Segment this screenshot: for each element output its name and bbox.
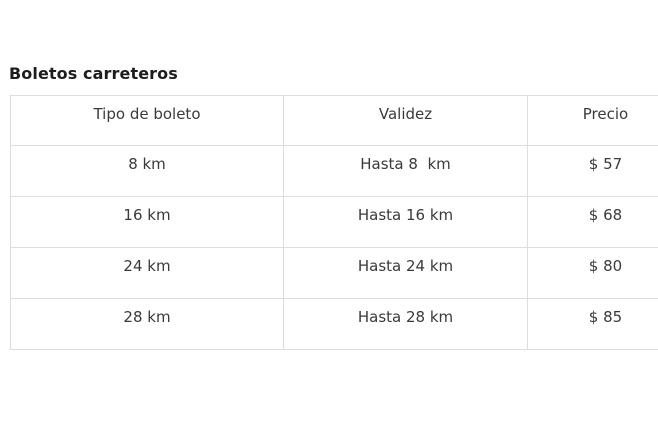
table-row: 8 km Hasta 8 km $ 57 <box>10 145 658 197</box>
cell-validez: Hasta 24 km <box>283 247 528 299</box>
cell-precio: $ 85 <box>527 298 658 350</box>
cell-precio: $ 80 <box>527 247 658 299</box>
cell-validez: Hasta 28 km <box>283 298 528 350</box>
cell-tipo: 16 km <box>10 196 284 248</box>
header-row: Tipo de boleto Validez Precio <box>10 95 658 146</box>
table-row: 16 km Hasta 16 km $ 68 <box>10 196 658 248</box>
cell-precio: $ 68 <box>527 196 658 248</box>
table-row: 28 km Hasta 28 km $ 85 <box>10 298 658 350</box>
cell-tipo: 8 km <box>10 145 284 197</box>
cell-tipo: 28 km <box>10 298 284 350</box>
table-body: 8 km Hasta 8 km $ 57 16 km Hasta 16 km $… <box>10 145 658 350</box>
table-row: 24 km Hasta 24 km $ 80 <box>10 247 658 299</box>
page-title: Boletos carreteros <box>9 64 178 83</box>
cell-validez: Hasta 16 km <box>283 196 528 248</box>
column-header-validez: Validez <box>283 95 528 146</box>
column-header-tipo: Tipo de boleto <box>10 95 284 146</box>
table-header: Tipo de boleto Validez Precio <box>10 95 658 146</box>
cell-tipo: 24 km <box>10 247 284 299</box>
column-header-precio: Precio <box>527 95 658 146</box>
cell-precio: $ 57 <box>527 145 658 197</box>
cell-validez: Hasta 8 km <box>283 145 528 197</box>
road-tickets-table: Tipo de boleto Validez Precio 8 km Hasta… <box>10 95 658 350</box>
